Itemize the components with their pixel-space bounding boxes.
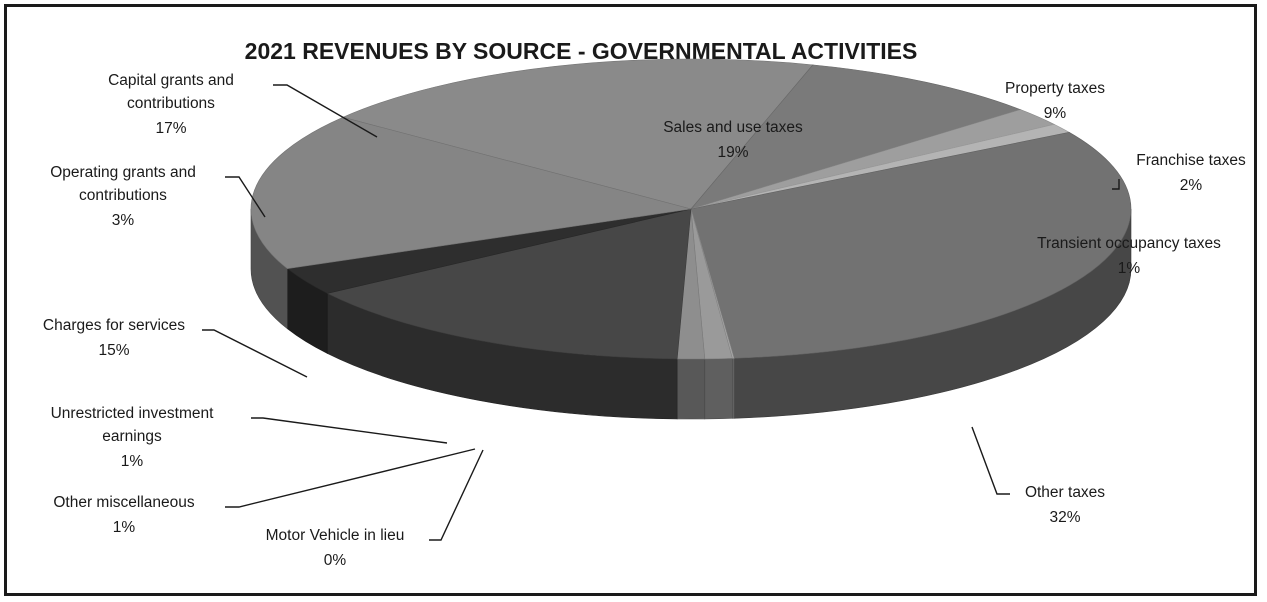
value-label-property-taxes: 9%	[1044, 105, 1067, 122]
label-line-other-miscellaneous: Other miscellaneous	[53, 494, 195, 511]
label-property-taxes: Property taxes 9%	[1005, 80, 1105, 122]
slice-labels: Sales and use taxes 19% Property taxes 9% Fr…	[43, 72, 1246, 569]
label-line-property-taxes: Property taxes	[1005, 80, 1105, 97]
leader-line-capital-grants-and-contributions	[273, 84, 378, 138]
label-line-transient-occupancy-taxes: Transient occupancy taxes	[1037, 235, 1221, 252]
value-label-other-taxes: 32%	[1049, 509, 1080, 526]
value-label-operating-grants-and-contributions: 3%	[112, 212, 135, 229]
leader-line-operating-grants-and-contributions	[225, 176, 266, 218]
label-line-unrestricted-investment-earnings: earnings	[102, 428, 162, 445]
value-label-franchise-taxes: 2%	[1180, 177, 1203, 194]
slice-side-other-miscellaneous	[704, 358, 733, 420]
value-label-unrestricted-investment-earnings: 1%	[121, 453, 144, 470]
leader-line-franchise-taxes	[1112, 179, 1120, 190]
leader-line-motor-vehicle-in-lieu	[429, 449, 484, 541]
pie-side-walls	[250, 208, 1132, 420]
slice-other-taxes	[690, 131, 1132, 359]
leader-line-charges-for-services	[202, 329, 308, 378]
slice-side-unrestricted-investment-earnings	[676, 358, 706, 420]
label-line-other-taxes: Other taxes	[1025, 484, 1105, 501]
label-sales-and-use-taxes: Sales and use taxes 19%	[663, 119, 803, 161]
label-line-capital-grants-and-contributions: contributions	[127, 95, 215, 112]
label-line-franchise-taxes: Franchise taxes	[1136, 152, 1246, 169]
label-franchise-taxes: Franchise taxes 2%	[1136, 152, 1246, 194]
chart-frame: 2021 REVENUES BY SOURCE - GOVERNMENTAL A…	[4, 4, 1257, 596]
label-line-unrestricted-investment-earnings: Unrestricted investment	[51, 405, 215, 422]
pie-top-faces	[250, 58, 1132, 360]
label-line-operating-grants-and-contributions: contributions	[79, 187, 167, 204]
pie-slices	[250, 58, 1132, 420]
slice-sales-and-use-taxes	[342, 58, 814, 210]
label-line-charges-for-services: Charges for services	[43, 317, 185, 334]
label-operating-grants-and-contributions: Operating grants and contributions 3%	[50, 164, 196, 229]
pie-chart: 2021 REVENUES BY SOURCE - GOVERNMENTAL A…	[43, 38, 1246, 569]
leader-line-unrestricted-investment-earnings	[251, 417, 448, 444]
leader-line-other-miscellaneous	[225, 448, 476, 508]
value-label-transient-occupancy-taxes: 1%	[1118, 260, 1141, 277]
label-line-sales-and-use-taxes: Sales and use taxes	[663, 119, 803, 136]
label-charges-for-services: Charges for services 15%	[43, 317, 185, 359]
label-other-taxes: Other taxes 32%	[1025, 484, 1105, 526]
slice-capital-grants-and-contributions	[250, 116, 692, 269]
label-motor-vehicle-in-lieu: Motor Vehicle in lieu 0%	[266, 527, 405, 569]
label-unrestricted-investment-earnings: Unrestricted investment earnings 1%	[51, 405, 215, 470]
label-other-miscellaneous: Other miscellaneous 1%	[53, 494, 195, 536]
label-line-operating-grants-and-contributions: Operating grants and	[50, 164, 196, 181]
label-capital-grants-and-contributions: Capital grants and contributions 17%	[108, 72, 234, 137]
value-label-other-miscellaneous: 1%	[113, 519, 136, 536]
value-label-charges-for-services: 15%	[98, 342, 129, 359]
value-label-capital-grants-and-contributions: 17%	[155, 120, 186, 137]
label-line-capital-grants-and-contributions: Capital grants and	[108, 72, 234, 89]
slice-charges-for-services	[326, 208, 692, 360]
slice-property-taxes	[690, 64, 1022, 210]
leader-lines	[202, 84, 1120, 541]
label-line-motor-vehicle-in-lieu: Motor Vehicle in lieu	[266, 527, 405, 544]
value-label-sales-and-use-taxes: 19%	[717, 144, 748, 161]
label-transient-occupancy-taxes: Transient occupancy taxes 1%	[1037, 235, 1221, 277]
leader-line-other-taxes	[971, 426, 1010, 495]
chart-title: 2021 REVENUES BY SOURCE - GOVERNMENTAL A…	[245, 38, 918, 64]
value-label-motor-vehicle-in-lieu: 0%	[324, 552, 347, 569]
